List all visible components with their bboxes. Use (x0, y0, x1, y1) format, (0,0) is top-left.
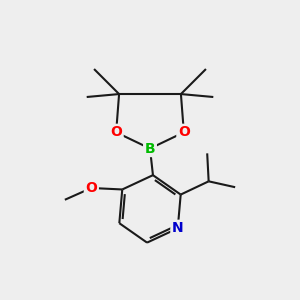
Text: N: N (172, 221, 184, 235)
Text: O: O (110, 125, 122, 139)
Text: B: B (145, 142, 155, 155)
Text: O: O (85, 181, 97, 195)
Text: O: O (178, 125, 190, 139)
